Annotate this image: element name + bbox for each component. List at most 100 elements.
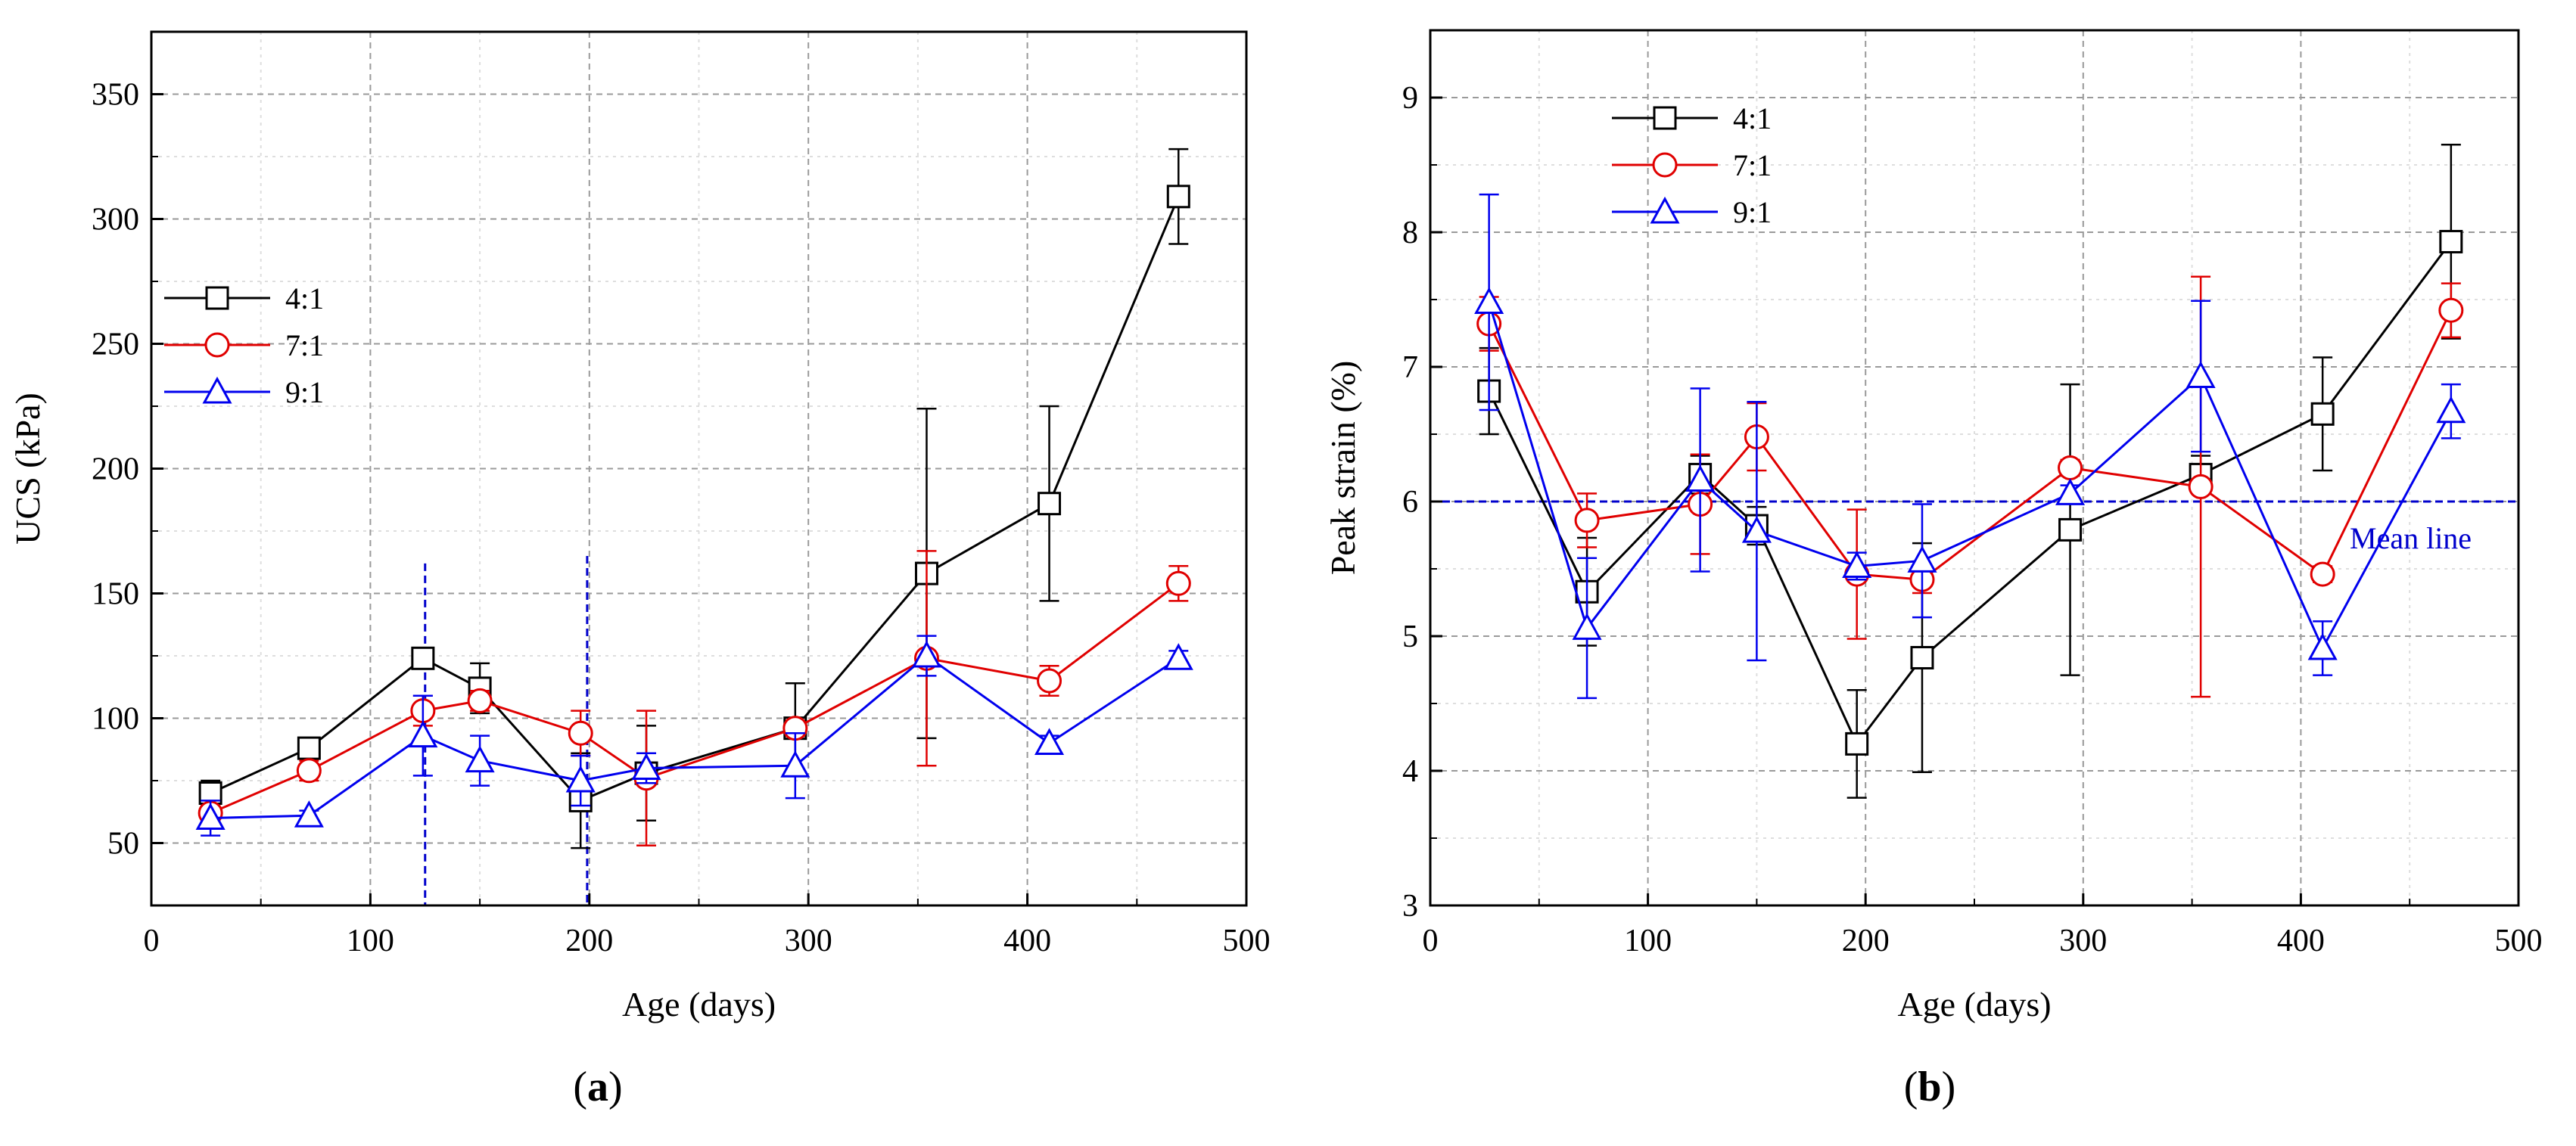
chart-a-x-tick-label: 300 [785, 924, 832, 958]
chart-a-data-point [408, 720, 438, 748]
chart-b-data-point [1907, 545, 1937, 573]
chart-b-legend-marker [1652, 152, 1678, 178]
chart-a-data-point [1163, 643, 1193, 670]
chart-a-series-line [210, 654, 1180, 819]
chart-a-x-axis-label: Age (days) [622, 985, 776, 1023]
chart-b-y-tick-label: 8 [1402, 216, 1418, 250]
chart-a-series-line [210, 196, 1180, 803]
chart-a-series-1 [198, 550, 1191, 847]
chart-a-legend-label: 4:1 [285, 281, 324, 315]
chart-b-data-point [1910, 645, 1934, 669]
chart-b-data-point [1572, 613, 1602, 640]
chart-a-data-point [467, 688, 493, 713]
chart-b-data-point [2310, 561, 2335, 587]
chart-a-legend-label: 7:1 [285, 328, 324, 362]
chart-a-data-point [411, 646, 435, 670]
chart-a-data-point [465, 745, 495, 773]
chart-a-data-point [780, 750, 810, 778]
chart-a-y-tick-label: 250 [92, 328, 139, 362]
chart-b-y-tick-label: 4 [1402, 754, 1418, 789]
chart-b-grid [1430, 30, 2518, 905]
chart-b-y-tick-label: 5 [1402, 620, 1418, 654]
chart-b-legend-label: 9:1 [1733, 195, 1772, 229]
chart-b-series-2 [1474, 193, 2466, 700]
chart-a-legend-marker [205, 286, 229, 310]
chart-a-data-point [294, 800, 324, 828]
chart-b-data-point [1845, 731, 1869, 756]
chart-a-y-tick-label: 200 [92, 452, 139, 487]
chart-b-series-line [1488, 241, 2453, 747]
chart-b-data-point [2438, 297, 2464, 323]
chart-a-x-tick-label: 100 [347, 924, 394, 958]
chart-b-x-tick-label: 0 [1423, 924, 1439, 958]
chart-a-data-point [1038, 492, 1062, 516]
chart-b-data-point [1842, 551, 1872, 578]
chart-b-data-point [2058, 455, 2083, 480]
chart-a-series-0 [198, 148, 1190, 849]
chart-b-data-point [2055, 478, 2086, 505]
chart-a-data-point [297, 736, 321, 760]
chart-a-y-tick-label: 350 [92, 78, 139, 113]
chart-b-x-tick-label: 400 [2277, 924, 2325, 958]
chart-b-data-point [1574, 508, 1600, 533]
chart-b-data-point [2307, 632, 2338, 660]
chart-a-legend-marker [204, 332, 230, 358]
chart-b-data-point [1474, 287, 1504, 315]
chart-a-data-point [1165, 570, 1191, 596]
chart-a-legend-marker [202, 376, 232, 404]
chart-b-mean-line-label: Mean line [2350, 521, 2472, 555]
chart-b-x-tick-label: 300 [2059, 924, 2107, 958]
chart-b-series-line [1488, 309, 2453, 581]
chart-a-data-point [911, 640, 942, 668]
chart-b-y-tick-label: 9 [1402, 81, 1418, 116]
chart-b-y-tick-label: 6 [1402, 485, 1418, 520]
chart-a-data-point [565, 765, 596, 793]
chart-b-series-1 [1476, 275, 2464, 698]
chart-a-data-point [1034, 728, 1065, 755]
chart-a-data-point [568, 720, 593, 746]
chart-a-legend-label: 9:1 [285, 375, 324, 409]
chart-b-legend-label: 4:1 [1733, 101, 1772, 135]
chart-a-data-point [1166, 185, 1190, 209]
chart-a-x-tick-label: 0 [144, 924, 160, 958]
chart-a-legend: 4:1 7:1 9:1 [164, 281, 324, 409]
chart-a-x-tick-label: 400 [1003, 924, 1051, 958]
chart-b-data-point [2436, 396, 2466, 424]
chart-b-data-point [2310, 402, 2335, 426]
chart-a-y-axis-label: UCS (kPa) [8, 393, 47, 545]
chart-a-y-tick-label: 50 [107, 827, 139, 862]
chart-a-y-tick-label: 300 [92, 203, 139, 238]
chart-a-series-2 [195, 635, 1193, 837]
chart-b-y-tick-label: 3 [1402, 889, 1418, 924]
chart-b-data-point [2186, 361, 2216, 388]
chart-a-x-tick-label: 200 [565, 924, 613, 958]
chart-b-series-0 [1477, 144, 2463, 799]
chart-b-data-point [2439, 229, 2463, 253]
panel-a-label: (a) [573, 1064, 622, 1110]
chart-b-y-axis-label: Peak strain (%) [1324, 361, 1362, 576]
chart-b-x-tick-label: 500 [2495, 924, 2543, 958]
chart-b-x-tick-label: 200 [1842, 924, 1890, 958]
chart-b-legend-marker [1650, 196, 1680, 224]
chart-b-legend-label: 7:1 [1733, 148, 1772, 182]
chart-b-x-axis-label: Age (days) [1897, 985, 2051, 1023]
chart-a-data-point [195, 803, 226, 830]
chart-a-x-tick-label: 500 [1223, 924, 1271, 958]
chart-b-legend: 4:1 7:1 9:1 [1612, 101, 1772, 229]
chart-b-data-point [2058, 517, 2083, 542]
chart-a-data-point [1037, 668, 1062, 694]
chart-a-data-point [296, 758, 322, 784]
chart-a-y-tick-label: 150 [92, 577, 139, 612]
chart-a-series-line [210, 582, 1180, 815]
chart-b-legend-marker [1653, 106, 1677, 130]
chart-a-y-tick-label: 100 [92, 702, 139, 737]
panel-b-label: (b) [1904, 1064, 1955, 1110]
chart-b-x-tick-label: 100 [1624, 924, 1672, 958]
panel-a-ucs-chart: (a) 0 100 200 300 400 500 50 100 150 200 250 300 350… [8, 30, 1271, 1110]
chart-a-data-point [631, 753, 661, 780]
chart-b-data-point [2188, 474, 2214, 499]
chart-b-data-point [1685, 464, 1716, 492]
chart-b-series-line [1488, 302, 2453, 651]
panel-b-peak-strain-chart: (b) Mean line 0 100 200 300 400 500 3 4 5 6 7 8 9 Age … [1324, 29, 2543, 1110]
